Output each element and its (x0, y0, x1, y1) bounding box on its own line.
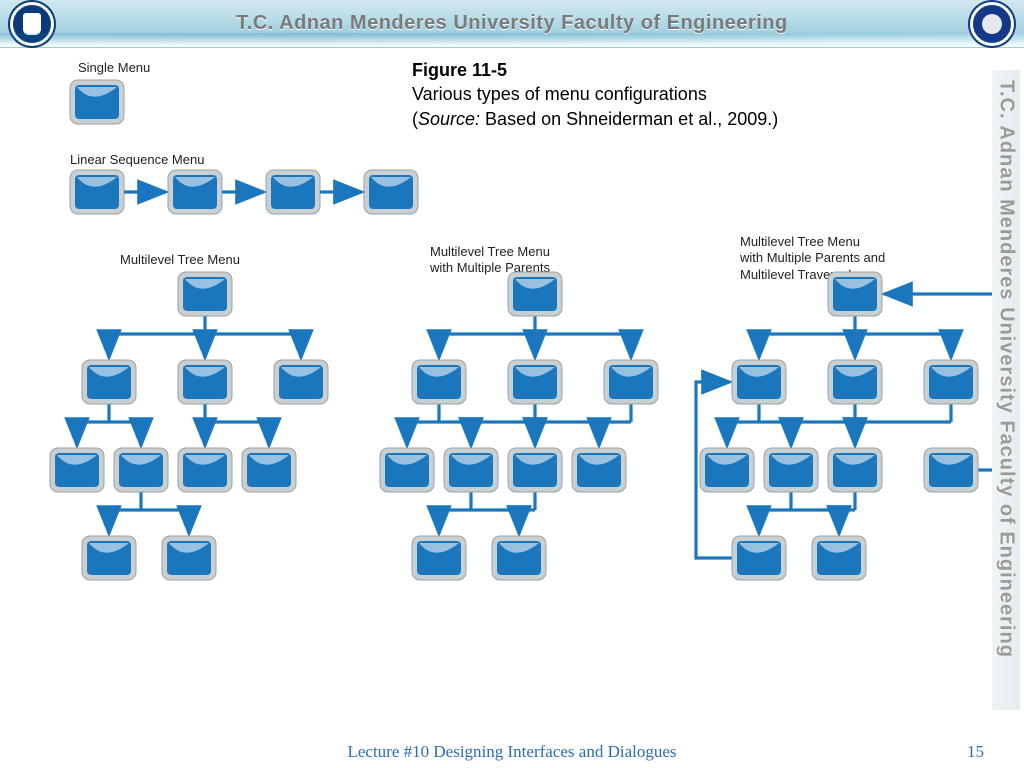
screen-icon (178, 448, 232, 492)
screen-icon (82, 360, 136, 404)
screen-icon (50, 448, 104, 492)
screen-icon (412, 360, 466, 404)
screen-icon (764, 448, 818, 492)
screen-icon (492, 536, 546, 580)
screen-icon (114, 448, 168, 492)
screen-icon (924, 360, 978, 404)
screen-icon (412, 536, 466, 580)
slide-header: T.C. Adnan Menderes University Faculty o… (0, 0, 1024, 48)
screen-icon (828, 272, 882, 316)
screen-icon (732, 536, 786, 580)
screen-icon (812, 536, 866, 580)
screen-icon (828, 448, 882, 492)
faculty-logo-right (970, 2, 1014, 46)
screen-icon (828, 360, 882, 404)
screen-icon (70, 170, 124, 214)
screen-icon (168, 170, 222, 214)
screen-icon (364, 170, 418, 214)
footer-lecture-title: Lecture #10 Designing Interfaces and Dia… (0, 742, 1024, 762)
header-title: T.C. Adnan Menderes University Faculty o… (54, 12, 970, 35)
screen-icon (274, 360, 328, 404)
screen-icon (508, 360, 562, 404)
screen-icon (508, 448, 562, 492)
screen-icon (380, 448, 434, 492)
screen-icon (924, 448, 978, 492)
side-watermark: T.C. Adnan Menderes University Faculty o… (992, 70, 1020, 710)
page-number: 15 (967, 742, 984, 762)
screen-icon (732, 360, 786, 404)
screen-icon (70, 80, 124, 124)
screen-icon (700, 448, 754, 492)
screen-icon (572, 448, 626, 492)
diagram-stage: Figure 11-5 Various types of menu config… (0, 48, 992, 728)
university-logo-left (10, 2, 54, 46)
screen-icon (178, 360, 232, 404)
screen-icon (162, 536, 216, 580)
screen-icon (266, 170, 320, 214)
screen-icon (178, 272, 232, 316)
screen-icon (444, 448, 498, 492)
screen-icon (242, 448, 296, 492)
screen-icon (604, 360, 658, 404)
menu-configurations-diagram (0, 48, 992, 728)
screen-icon (82, 536, 136, 580)
screen-icon (508, 272, 562, 316)
